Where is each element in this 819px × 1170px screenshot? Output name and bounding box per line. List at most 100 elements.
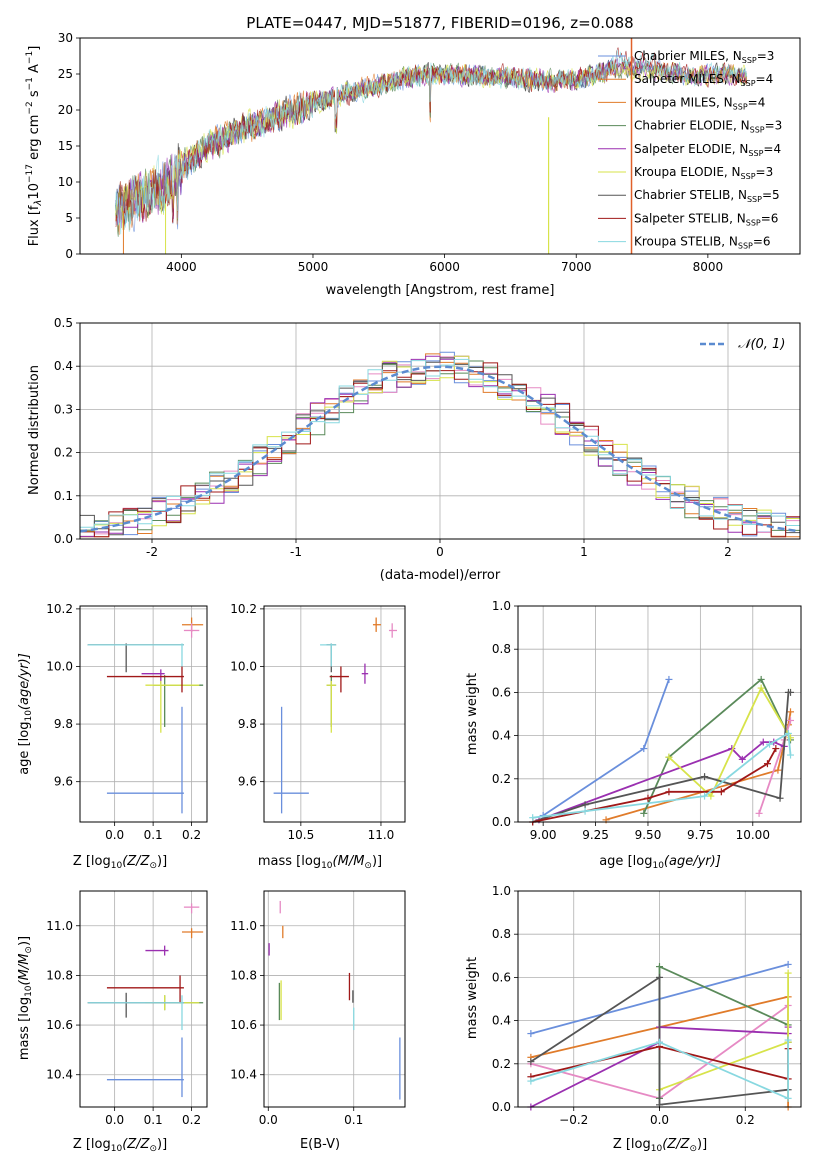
- x-tick-label: 1: [580, 545, 588, 559]
- legend-label-part: SSP: [738, 242, 753, 251]
- axes-group: -2 -1 0 1 2 0.0 0.1 0.2 0.3 0.4 0.5: [54, 316, 801, 559]
- y-tick-label: 10.4: [230, 1068, 257, 1082]
- legend-label-part: SSP: [741, 79, 756, 88]
- legend-label: Chabrier STELIB, NSSP=5: [634, 188, 780, 204]
- mass-vs-metallicity-panel: Z [log10(Z/Z⊙)] mass [log10(M/M⊙)] 0.0 0.…: [17, 890, 208, 1154]
- axes-group: −0.2 0.0 0.2 0.0 0.2 0.4 0.6 0.8 1.0: [492, 884, 802, 1127]
- legend-label: Kroupa ELODIE, NSSP=3: [634, 165, 773, 181]
- x-tick-label: 9.25: [582, 828, 609, 842]
- y-tick-label: 11.0: [46, 919, 73, 933]
- ageM-xlabel-part: mass [log: [258, 854, 321, 869]
- ageZ-ylabel-part: (age/yr)]: [17, 653, 32, 710]
- legend-label-part: Kroupa MILES, N: [634, 95, 733, 109]
- x-tick-label: 9.50: [635, 828, 662, 842]
- legend-label-part: =4: [756, 72, 774, 86]
- wZ-xlabel-part: 10: [651, 1144, 663, 1154]
- axes-frame: [79, 605, 208, 823]
- histogram-step: [80, 358, 800, 528]
- plot-content: [79, 351, 801, 538]
- spectrum-ylabel-part: s: [27, 90, 42, 101]
- wAge-xlabel-part: (age/yr)]: [664, 854, 721, 869]
- x-tick-label: 11.0: [368, 828, 395, 842]
- y-tick-label: 0: [65, 247, 73, 261]
- ageZ-ylabel-part: age [log: [17, 722, 32, 775]
- legend-label: Kroupa STELIB, NSSP=6: [634, 235, 771, 251]
- y-tick-label: 0.8: [492, 927, 511, 941]
- mZ-xlabel-part: ⊙: [149, 1144, 157, 1154]
- wAge-ylabel: mass weight: [465, 673, 480, 755]
- normal-curve: [79, 365, 801, 533]
- ageZ-xlabel-part: ⊙: [149, 861, 157, 871]
- axes-frame: [263, 890, 406, 1108]
- axes-group: 10.5 11.0 9.6 9.8 10.0 10.2: [230, 602, 406, 842]
- spectrum-line: [115, 49, 748, 235]
- y-tick-label: 1.0: [492, 884, 511, 898]
- legend-label-part: Kroupa STELIB, N: [634, 235, 738, 249]
- spectrum-xlabel: wavelength [Angstrom, rest frame]: [326, 283, 555, 298]
- series-line: [532, 731, 792, 819]
- histogram-ylabel: Normed distribution: [27, 365, 42, 495]
- weight-vs-age-panel: age [log10(age/yr)] mass weight 9.00 9.25…: [465, 599, 802, 871]
- x-tick-label: 0.0: [105, 1113, 124, 1127]
- y-tick-label: 0.2: [492, 1057, 511, 1071]
- y-tick-label: 10.2: [230, 602, 257, 616]
- legend-label-part: =4: [748, 95, 766, 109]
- axes-group: 4000 5000 6000 7000 8000 0 5 10 15 20 25 30: [58, 31, 801, 274]
- y-tick-label: 20: [58, 103, 73, 117]
- y-tick-label: 11.0: [230, 919, 257, 933]
- ageZ-ylabel-part: 10: [24, 710, 34, 722]
- series-line: [668, 686, 792, 798]
- ageM-xlabel-part: )]: [372, 854, 382, 869]
- x-tick-label: 0.0: [259, 1113, 278, 1127]
- y-tick-label: 5: [65, 211, 73, 225]
- y-tick-label: 15: [58, 139, 73, 153]
- mZ-ylabel-part: mass [log: [17, 997, 32, 1060]
- legend-label-part: =3: [765, 119, 783, 133]
- wZ-xlabel-part: )]: [697, 1137, 707, 1152]
- axes-frame: [517, 890, 802, 1108]
- residuals-panel: -2 -1 0 1 2 0.0 0.1 0.2 0.3 0.4 0.5 (data-model)/e…: [27, 316, 801, 583]
- y-tick-label: 10.8: [46, 968, 73, 982]
- y-tick-label: 0.5: [54, 316, 73, 330]
- legend-label-part: =6: [753, 235, 771, 249]
- y-tick-label: 0.4: [492, 1014, 511, 1028]
- series-line: [532, 691, 791, 823]
- axes-group: 0.0 0.1 0.2 9.6 9.8 10.0 10.2: [46, 602, 208, 842]
- x-tick-label: 5000: [298, 260, 329, 274]
- ageZ-xlabel-part: (Z/Z: [122, 854, 150, 869]
- series-line: [532, 748, 777, 823]
- mZ-xlabel-part: )]: [157, 1137, 167, 1152]
- x-tick-label: 6000: [429, 260, 460, 274]
- age-vs-metallicity-panel: Z [log10(Z/Z⊙)] age [log10(age/yr)] 0.0 0…: [17, 602, 208, 871]
- y-tick-label: 9.8: [54, 717, 73, 731]
- y-tick-label: 0.0: [54, 532, 73, 546]
- x-tick-label: 2: [724, 545, 732, 559]
- x-tick-label: -2: [146, 545, 158, 559]
- wAge-xlabel-part: 10: [652, 861, 664, 871]
- legend-label: Kroupa MILES, NSSP=4: [634, 95, 765, 111]
- series-line: [530, 1040, 789, 1100]
- y-tick-label: 9.6: [238, 775, 257, 789]
- legend-label-part: =3: [757, 49, 775, 63]
- x-tick-label: -1: [290, 545, 302, 559]
- y-tick-label: 10.6: [230, 1018, 257, 1032]
- histogram-step: [80, 355, 800, 538]
- plot-content: [527, 960, 792, 1111]
- wZ-xlabel-part: (Z/Z: [662, 1137, 690, 1152]
- y-tick-label: 10.6: [46, 1018, 73, 1032]
- legend-label-part: =6: [761, 211, 779, 225]
- spectrum-panel: PLATE=0447, MJD=51877, FIBERID=0196, z=0…: [25, 14, 801, 298]
- y-tick-label: 10.8: [230, 968, 257, 982]
- mZ-xlabel-part: 10: [111, 1144, 123, 1154]
- wAge-xlabel: age [log10(age/yr)]: [599, 854, 721, 871]
- legend-label: Salpeter MILES, NSSP=4: [634, 72, 773, 88]
- x-tick-label: 10.00: [736, 828, 770, 842]
- ageM-xlabel-part: (M/M: [333, 854, 365, 869]
- ageM-xlabel-part: 10: [321, 861, 333, 871]
- axes-group: 0.0 0.1 0.2 10.4 10.6 10.8 11.0: [46, 890, 208, 1127]
- legend-label-part: SSP: [750, 126, 765, 135]
- legend-label-part: SSP: [742, 56, 757, 65]
- axes-frame: [79, 890, 208, 1108]
